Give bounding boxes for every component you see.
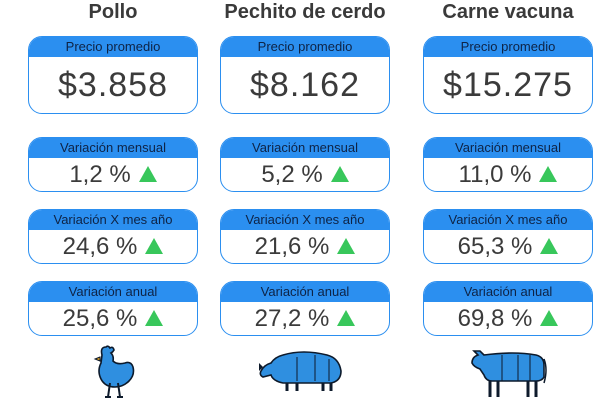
column-title: Pechito de cerdo xyxy=(224,1,386,23)
cow-icon xyxy=(471,350,547,397)
variacion-mensual-card: Variación mensual 11,0 % xyxy=(423,137,593,192)
up-arrow-icon xyxy=(540,309,559,326)
card-label: Variación mensual xyxy=(29,138,197,158)
up-arrow-icon xyxy=(145,309,164,326)
card-label: Variación X mes año xyxy=(424,210,592,230)
card-label: Variación X mes año xyxy=(29,210,197,230)
card-label: Precio promedio xyxy=(221,37,389,57)
variacion-mes-anio-card: Variación X mes año 24,6 % xyxy=(28,209,198,264)
precio-card: Precio promedio $15.275 xyxy=(423,36,593,114)
pig-icon xyxy=(259,351,342,391)
precio-card: Precio promedio $8.162 xyxy=(220,36,390,114)
up-arrow-icon xyxy=(540,237,559,254)
card-label: Variación anual xyxy=(424,282,592,302)
variacion-mensual-card: Variación mensual 5,2 % xyxy=(220,137,390,192)
up-arrow-icon xyxy=(330,165,349,182)
card-label: Variación mensual xyxy=(221,138,389,158)
variacion-mensual-card: Variación mensual 1,2 % xyxy=(28,137,198,192)
chicken-icon xyxy=(93,345,135,398)
precio-card: Precio promedio $3.858 xyxy=(28,36,198,114)
up-arrow-icon xyxy=(337,309,356,326)
up-arrow-icon xyxy=(138,165,157,182)
card-value: 27,2 % xyxy=(254,304,330,332)
card-value: 11,0 % xyxy=(458,160,532,188)
variacion-anual-card: Variación anual 27,2 % xyxy=(220,281,390,336)
card-value: $8.162 xyxy=(250,65,360,104)
card-label: Precio promedio xyxy=(29,37,197,57)
variacion-anual-card: Variación anual 25,6 % xyxy=(28,281,198,336)
card-label: Variación mensual xyxy=(424,138,592,158)
card-value: 1,2 % xyxy=(69,160,131,188)
card-label: Precio promedio xyxy=(424,37,592,57)
card-label: Variación anual xyxy=(29,282,197,302)
card-value: $15.275 xyxy=(443,65,573,104)
up-arrow-icon xyxy=(539,165,558,182)
card-value: 21,6 % xyxy=(254,232,330,260)
card-label: Variación anual xyxy=(221,282,389,302)
column-title: Pollo xyxy=(88,1,138,23)
up-arrow-icon xyxy=(337,237,356,254)
variacion-mes-anio-card: Variación X mes año 21,6 % xyxy=(220,209,390,264)
card-value: 69,8 % xyxy=(457,304,533,332)
card-value: 24,6 % xyxy=(62,232,138,260)
variacion-mes-anio-card: Variación X mes año 65,3 % xyxy=(423,209,593,264)
card-value: 5,2 % xyxy=(261,160,323,188)
variacion-anual-card: Variación anual 69,8 % xyxy=(423,281,593,336)
card-label: Variación X mes año xyxy=(221,210,389,230)
card-value: $3.858 xyxy=(58,65,168,104)
card-value: 25,6 % xyxy=(62,304,138,332)
column-title: Carne vacuna xyxy=(442,1,574,23)
card-value: 65,3 % xyxy=(457,232,533,260)
up-arrow-icon xyxy=(145,237,164,254)
